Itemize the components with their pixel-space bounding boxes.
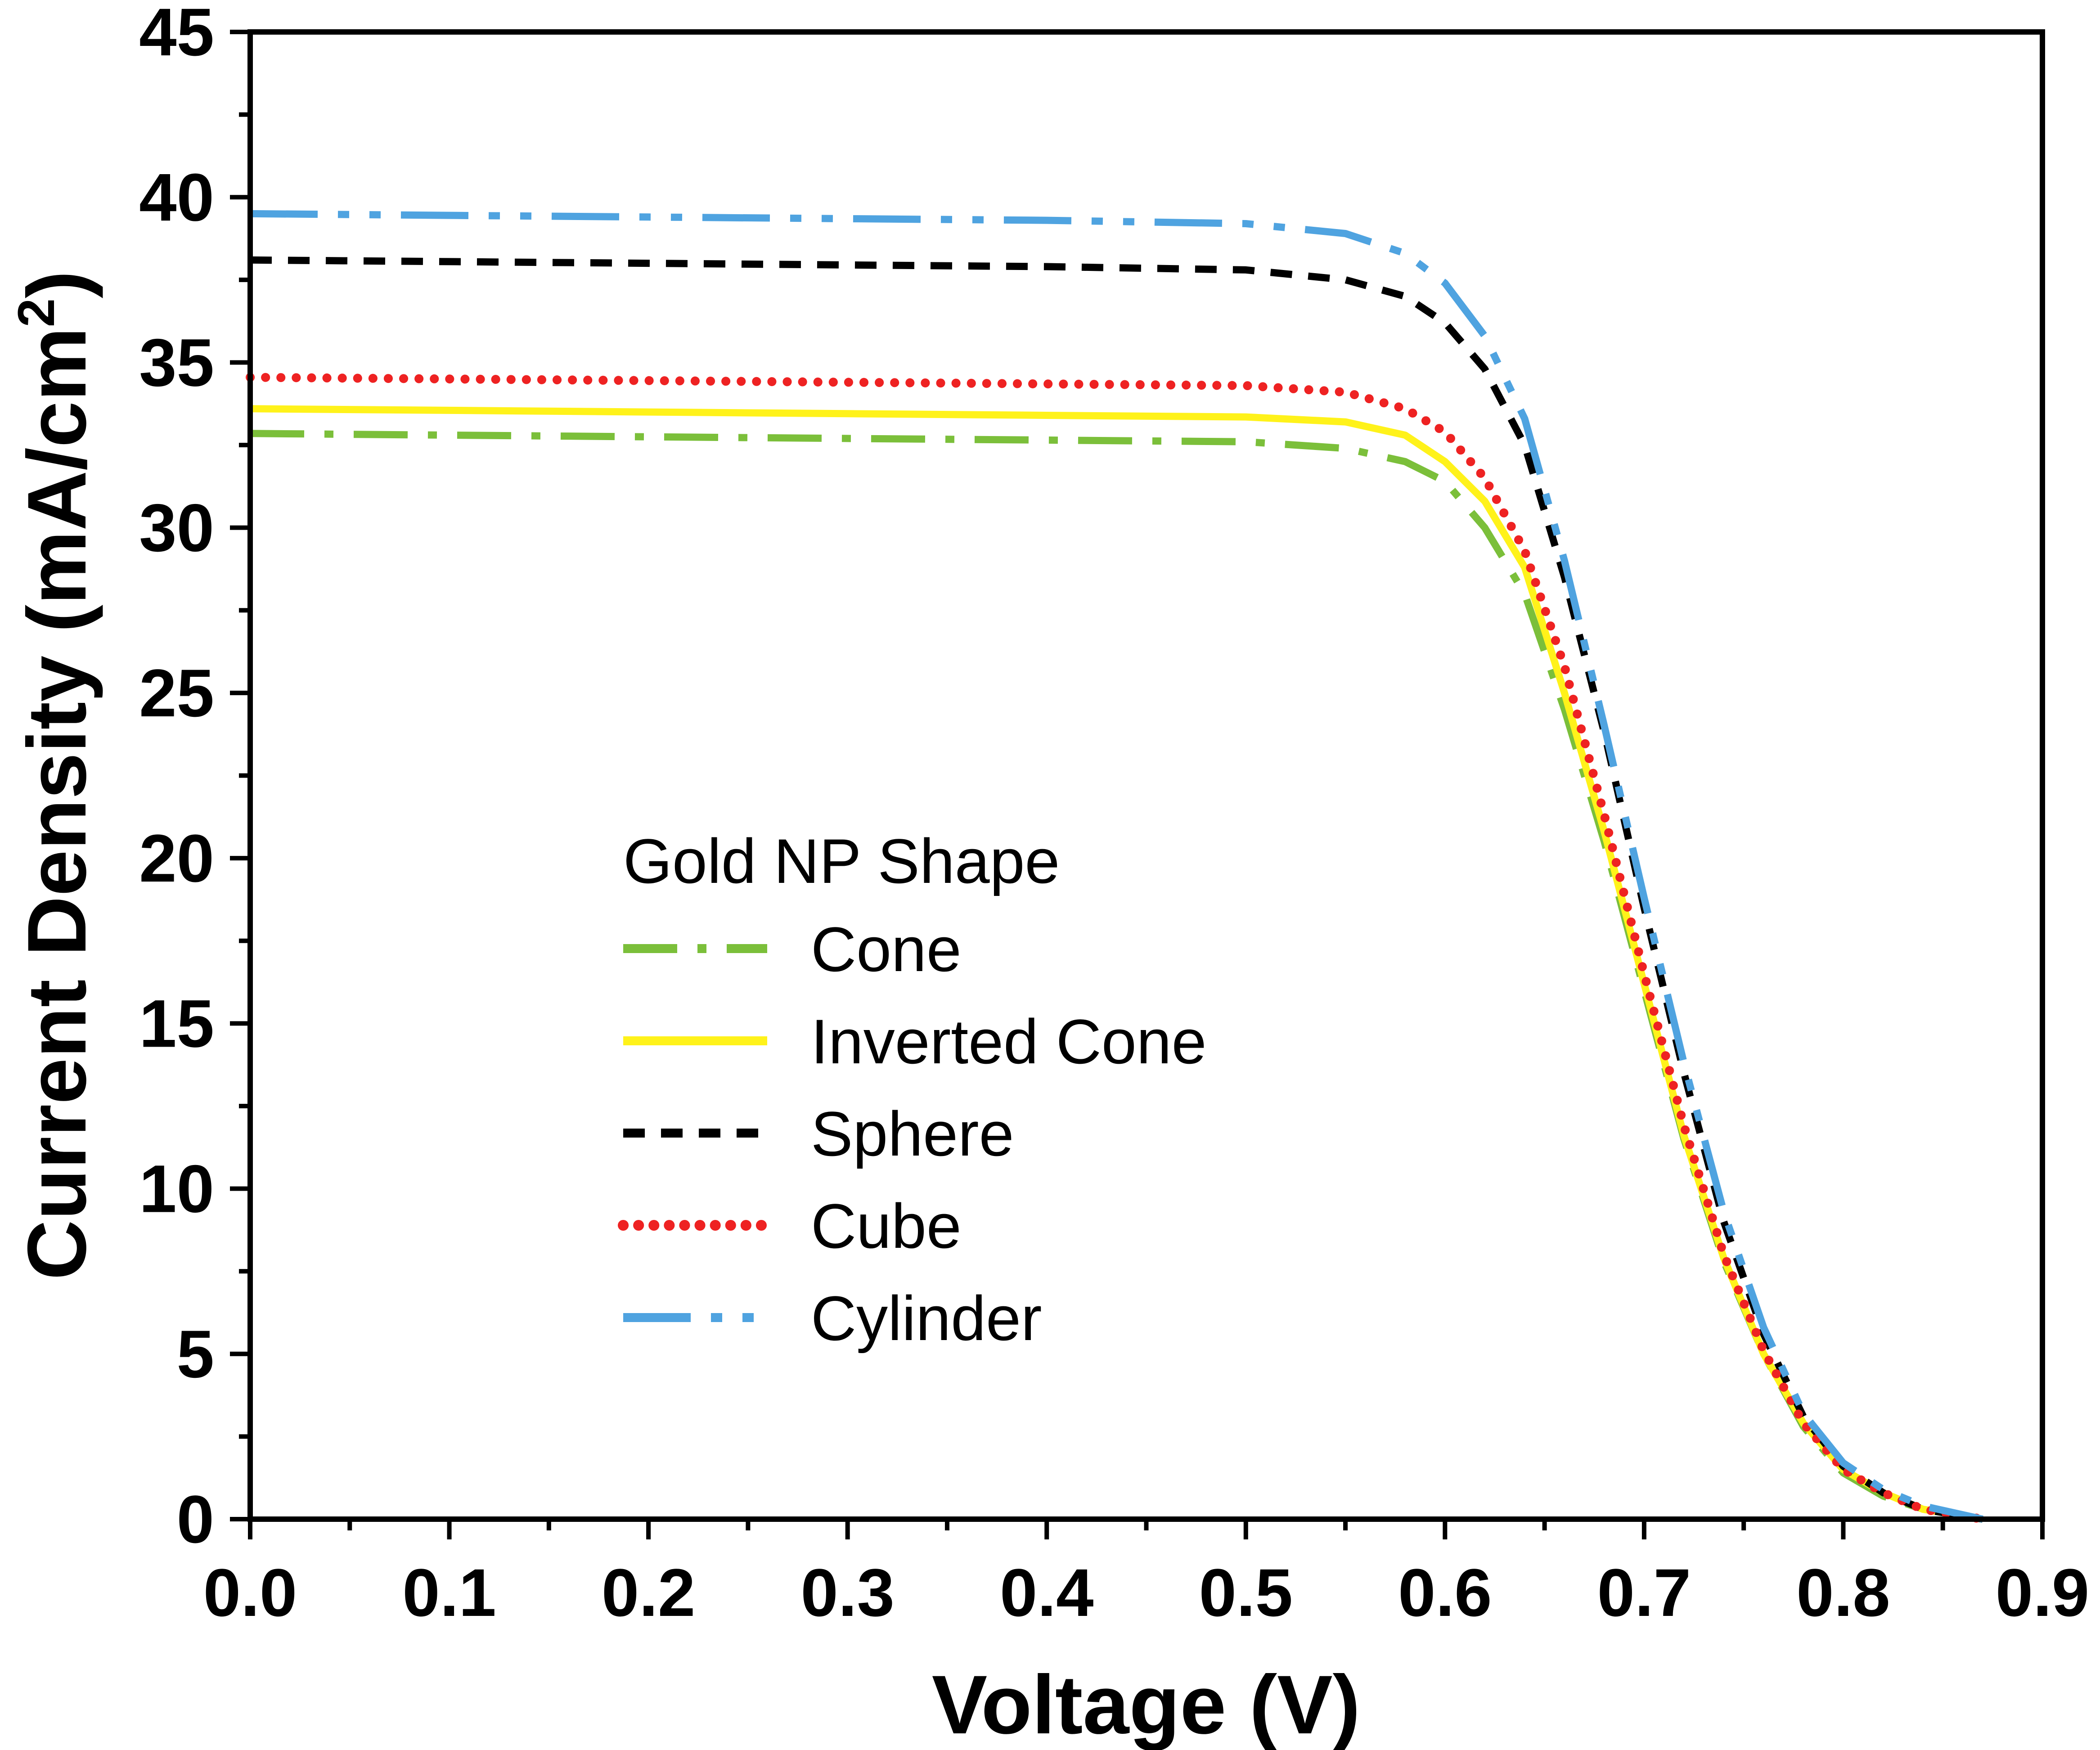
x-tick-label: 0.5 (1199, 1555, 1293, 1630)
legend-item-cylinder: Cylinder (623, 1283, 1042, 1354)
plot-frame (247, 29, 2045, 1522)
y-tick-label: 10 (139, 1151, 214, 1227)
legend-label-cylinder: Cylinder (811, 1283, 1042, 1354)
y-axis-title-main: Current Density (mA/cm (11, 327, 103, 1280)
legend-label-sphere: Sphere (811, 1098, 1014, 1169)
x-tick-label: 0.2 (602, 1555, 696, 1630)
series-line-cone (250, 430, 1983, 1523)
legend-items: Cone Inverted Cone Sphere Cube Cylinder (618, 914, 1206, 1354)
legend: Gold NP Shape Cone Inverted Cone Sphere Cub… (618, 826, 1206, 1354)
series-layer (246, 210, 1988, 1524)
ticks-layer (230, 30, 2045, 1539)
y-tick-label: 25 (139, 655, 214, 731)
y-axis-title-superscript: 2 (8, 298, 65, 327)
legend-label-inverted-cone: Inverted Cone (811, 1006, 1206, 1077)
series-line-sphere (250, 256, 1983, 1523)
legend-item-sphere: Sphere (623, 1098, 1014, 1169)
legend-item-inverted-cone: Inverted Cone (623, 1006, 1206, 1077)
x-tick-label: 0.9 (1996, 1555, 2090, 1630)
y-tick-label: 20 (139, 820, 214, 896)
x-tick-label: 0.7 (1597, 1555, 1691, 1630)
x-tick-label: 0.3 (800, 1555, 895, 1630)
y-tick-label: 5 (177, 1316, 214, 1392)
x-tick-label: 0.4 (1000, 1555, 1094, 1630)
y-tick-label: 45 (139, 0, 214, 70)
y-axis-title: Current Density (mA/cm2) (8, 270, 103, 1280)
y-tick-label: 35 (139, 324, 214, 400)
x-tick-label: 0.0 (203, 1555, 297, 1630)
labels-layer: 0.0 0.1 0.2 0.3 0.4 0.5 0.6 0.7 0.8 0.9 0 5 10 15 20 25… (139, 0, 2089, 1630)
legend-item-cube: Cube (618, 1191, 962, 1261)
legend-title: Gold NP Shape (623, 826, 1060, 896)
y-tick-label: 15 (139, 985, 214, 1061)
y-axis-title-close: ) (11, 270, 103, 298)
x-tick-label: 0.8 (1796, 1555, 1890, 1630)
legend-label-cone: Cone (811, 914, 962, 985)
series-line-cylinder (250, 210, 1983, 1523)
legend-label-cube: Cube (811, 1191, 962, 1261)
y-tick-label: 0 (177, 1481, 214, 1557)
series-line-cube (246, 373, 1988, 1524)
y-tick-label: 40 (139, 159, 214, 235)
x-axis-title: Voltage (V) (932, 1659, 1360, 1750)
series-line-inverted-cone (250, 405, 1983, 1523)
x-tick-label: 0.6 (1398, 1555, 1492, 1630)
x-tick-label: 0.1 (402, 1555, 496, 1630)
legend-item-cone: Cone (623, 914, 962, 985)
y-tick-label: 30 (139, 490, 214, 566)
